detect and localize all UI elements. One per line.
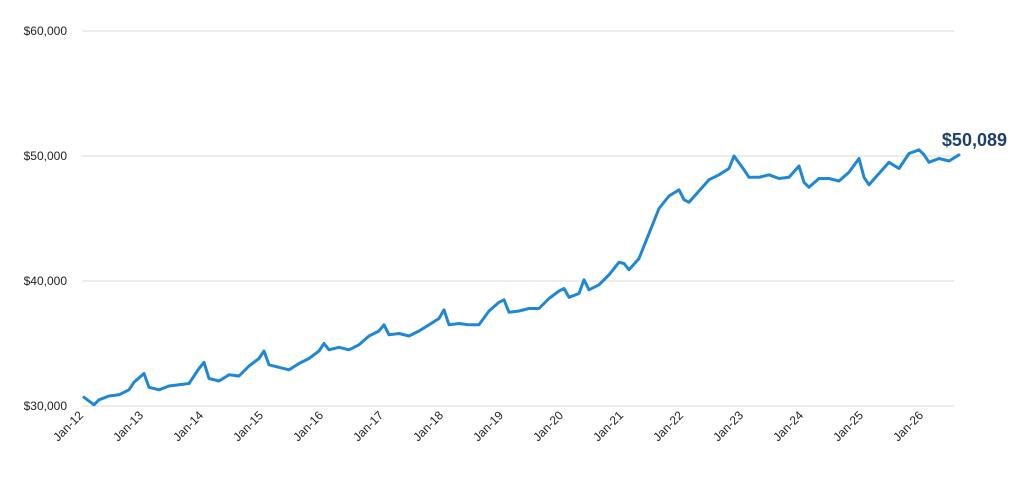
series-line	[82, 148, 961, 407]
gridlines	[82, 30, 954, 407]
x-tick-label: Jan-15	[230, 408, 266, 444]
y-tick-label: $40,000	[24, 274, 68, 288]
y-tick-label: $50,000	[24, 149, 68, 163]
x-tick-label: Jan-26	[890, 408, 926, 444]
x-axis-ticks: Jan-12 Jan-13 Jan-14 Jan-15 Jan-16 Jan-17 Jan-…	[50, 408, 926, 444]
y-tick-label: $60,000	[24, 24, 68, 38]
y-axis-ticks: $30,000 $40,000 $50,000 $60,000	[24, 24, 68, 413]
x-tick-label: Jan-21	[590, 408, 626, 444]
x-tick-label: Jan-19	[470, 408, 506, 444]
series-layer: $50,089	[82, 130, 1007, 407]
end-value-label: $50,089	[942, 130, 1007, 150]
x-tick-label: Jan-18	[410, 408, 446, 444]
x-tick-label: Jan-22	[650, 408, 686, 444]
x-tick-label: Jan-24	[770, 408, 806, 444]
x-tick-label: Jan-13	[110, 408, 146, 444]
x-tick-label: Jan-17	[350, 408, 386, 444]
x-tick-label: Jan-23	[710, 408, 746, 444]
y-tick-label: $30,000	[24, 399, 68, 413]
x-tick-label: Jan-20	[530, 408, 566, 444]
x-tick-label: Jan-25	[830, 408, 866, 444]
x-tick-label: Jan-16	[290, 408, 326, 444]
x-tick-label: Jan-14	[170, 408, 206, 444]
x-tick-label: Jan-12	[50, 408, 86, 444]
